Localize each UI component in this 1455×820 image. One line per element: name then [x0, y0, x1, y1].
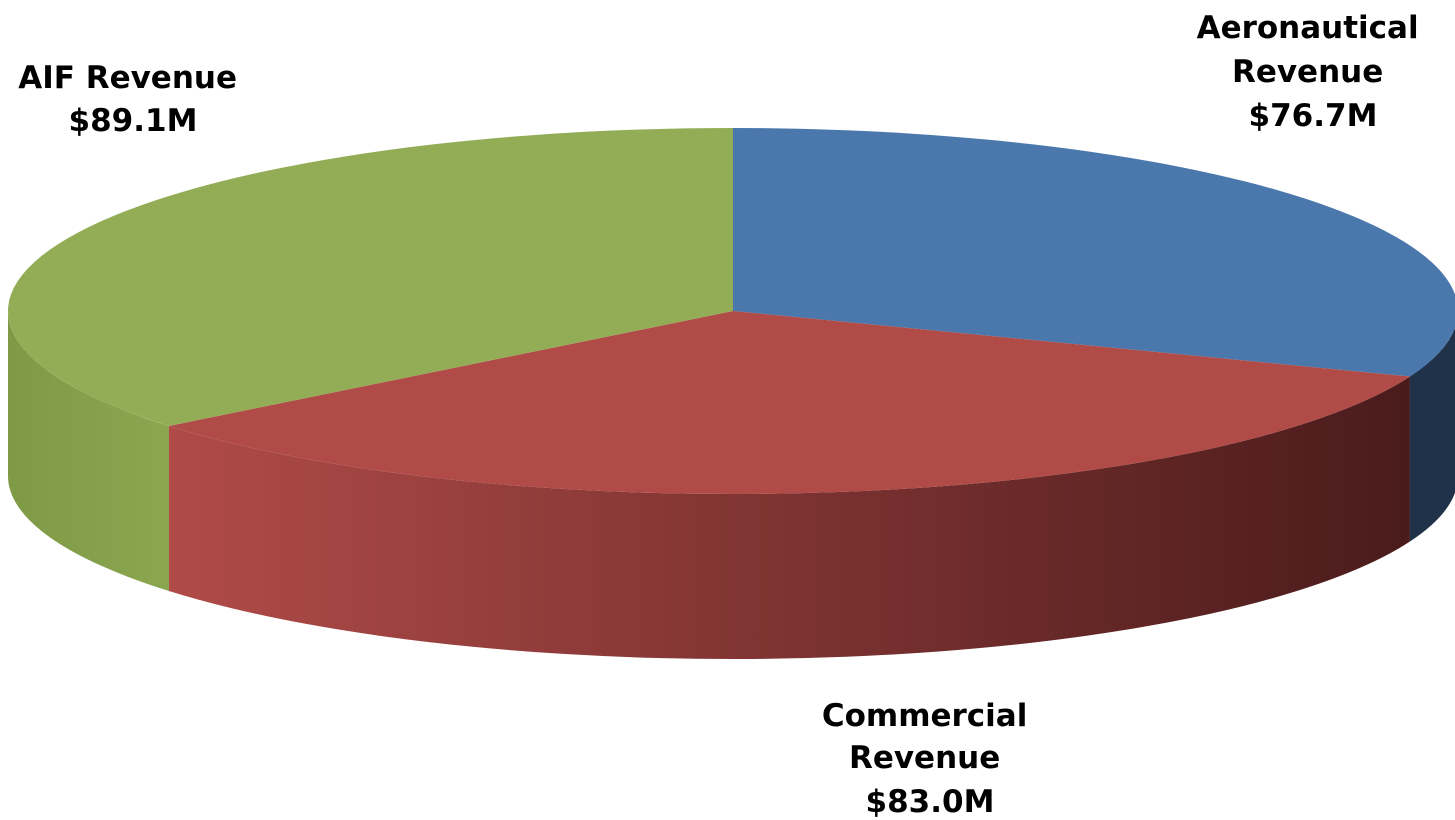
aif-label: AIF Revenue $89.1M — [18, 60, 248, 139]
commercial-slice — [168, 311, 1410, 494]
aeronautical-label-value: $76.7M — [1249, 98, 1378, 134]
aeronautical-label-line-1: Aeronautical — [1197, 10, 1419, 46]
commercial-label: Commercial Revenue $83.0M — [822, 698, 1038, 820]
aif-label-line-1: AIF Revenue — [18, 60, 237, 96]
commercial-label-value: $83.0M — [866, 784, 995, 820]
aif-slice — [8, 128, 734, 426]
aeronautical-label: Aeronautical Revenue $76.7M — [1197, 10, 1430, 134]
aeronautical-slice — [733, 128, 1455, 377]
aeronautical-slice-side — [1409, 327, 1455, 542]
commercial-label-line-2: Revenue — [849, 740, 1000, 776]
aif-slice-side — [8, 311, 169, 591]
commercial-label-line-1: Commercial — [822, 698, 1028, 734]
aif-label-value: $89.1M — [69, 103, 198, 139]
commercial-slice-side — [168, 376, 1410, 659]
aeronautical-label-line-2: Revenue — [1232, 54, 1383, 90]
